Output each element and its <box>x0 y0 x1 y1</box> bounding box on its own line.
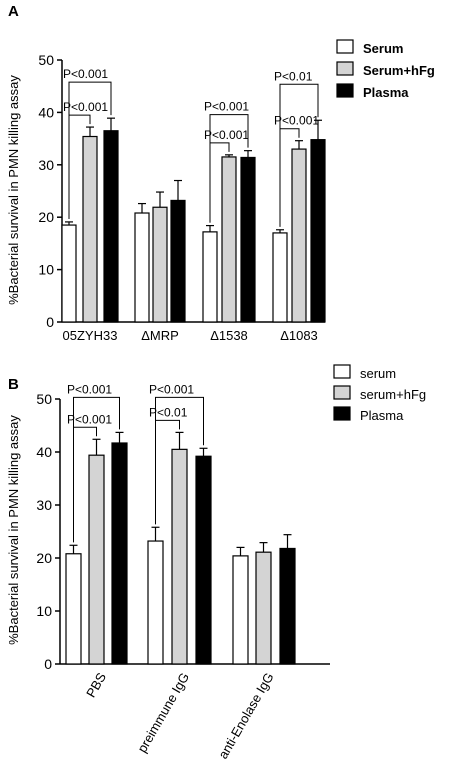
bar-serum-hfg-1 <box>152 206 168 323</box>
legend-swatch <box>336 83 354 98</box>
significance-bracket <box>155 396 204 525</box>
bar-serum-hfg-2 <box>221 156 237 323</box>
legend-label: Plasma <box>363 85 409 100</box>
chart-panel-b: B 0 10 20 30 40 50 %Bacterial survival in PMN k… <box>6 364 426 761</box>
significance-label: P<0.001 <box>149 382 194 396</box>
panel-label: B <box>8 376 19 393</box>
y-tick-label: 40 <box>36 444 52 460</box>
y-tick-label: 30 <box>36 497 52 513</box>
significance-label: P<0.01 <box>149 405 188 419</box>
x-tick-label: Δ1538 <box>210 328 248 343</box>
bar-serum-hfg-0 <box>88 454 105 665</box>
y-tick-label: 0 <box>46 314 54 330</box>
bar-serum-hfg-1 <box>171 448 188 665</box>
x-tick-label: anti-Enolase IgG <box>215 670 276 761</box>
x-tick-label: 05ZYH33 <box>63 328 118 343</box>
significance-label: P<0.001 <box>274 114 319 128</box>
significance-label: P<0.001 <box>63 100 108 114</box>
x-tick-label: preimmune IgG <box>134 670 192 755</box>
y-tick-label: 20 <box>36 550 52 566</box>
x-tick-label: Δ1083 <box>280 328 318 343</box>
bar-serum-2 <box>202 231 218 323</box>
significance-bracket <box>68 81 112 219</box>
significance-bracket <box>209 114 249 223</box>
bar-serum-2 <box>232 555 249 665</box>
legend-label: Plasma <box>360 408 404 423</box>
legend-swatch <box>336 39 354 54</box>
y-tick-label: 20 <box>38 209 54 225</box>
panel-label: A <box>8 3 19 20</box>
x-tick-label: ΔMRP <box>141 328 179 343</box>
legend-label: serum+hFg <box>360 387 426 402</box>
bar-serum-1 <box>147 540 164 665</box>
significance-label: P<0.001 <box>67 412 112 426</box>
bar-serum-hfg-3 <box>291 148 307 323</box>
legend-swatch <box>333 406 351 421</box>
bar-plasma-3 <box>310 139 326 323</box>
bar-serum-3 <box>272 232 288 323</box>
bar-serum-hfg-0 <box>82 135 98 323</box>
legend-label: serum <box>360 366 396 381</box>
legend-label: Serum+hFg <box>363 63 435 78</box>
y-axis-label: %Bacterial survival in PMN killing assay <box>6 75 21 305</box>
bar-plasma-0 <box>103 130 119 323</box>
legend-label: Serum <box>363 41 403 56</box>
significance-label: P<0.001 <box>67 382 112 396</box>
bar-plasma-1 <box>170 199 186 323</box>
bar-serum-0 <box>61 224 77 323</box>
significance-label: P<0.001 <box>204 128 249 142</box>
y-tick-label: 10 <box>36 603 52 619</box>
significance-label: P<0.001 <box>63 67 108 81</box>
bar-serum-0 <box>65 553 82 665</box>
bar-plasma-2 <box>279 547 296 665</box>
y-tick-label: 10 <box>38 262 54 278</box>
y-tick-label: 30 <box>38 157 54 173</box>
y-tick-label: 50 <box>36 391 52 407</box>
bar-serum-1 <box>134 212 150 323</box>
bar-serum-hfg-2 <box>255 551 272 665</box>
bar-plasma-0 <box>111 442 128 665</box>
bar-plasma-1 <box>195 455 212 665</box>
significance-bracket <box>279 83 319 227</box>
legend-swatch <box>336 61 354 76</box>
significance-label: P<0.01 <box>274 69 313 83</box>
x-tick-label: PBS <box>83 670 109 700</box>
y-tick-label: 40 <box>38 104 54 120</box>
legend-swatch <box>333 364 351 379</box>
y-tick-label: 0 <box>44 656 52 672</box>
chart-panel-a: A 0 10 20 30 40 50 %Bacterial survival in PMN k… <box>6 3 435 343</box>
bar-plasma-2 <box>240 156 256 323</box>
significance-label: P<0.001 <box>204 100 249 114</box>
y-tick-label: 50 <box>38 52 54 68</box>
y-axis-label: %Bacterial survival in PMN killing assay <box>6 415 21 645</box>
legend-swatch <box>333 385 351 400</box>
significance-bracket <box>73 396 120 543</box>
